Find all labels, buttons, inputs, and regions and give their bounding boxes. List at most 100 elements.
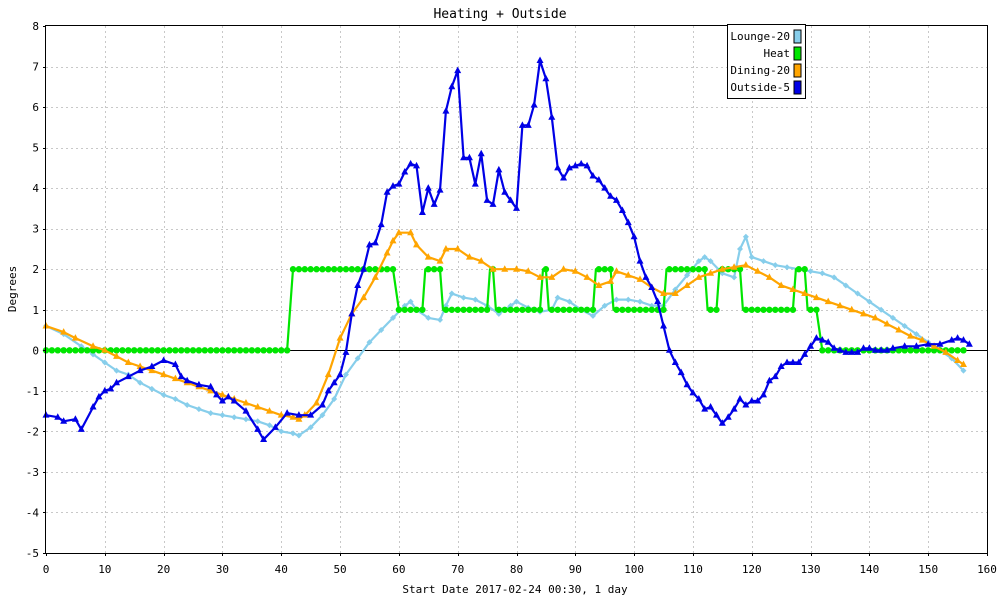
data-point xyxy=(618,206,626,213)
data-point xyxy=(448,306,456,313)
data-point xyxy=(789,306,797,313)
data-point xyxy=(360,265,368,272)
data-point xyxy=(354,281,362,288)
x-tick-label: 150 xyxy=(918,563,938,576)
data-point xyxy=(648,306,655,313)
data-point xyxy=(866,298,873,305)
data-point xyxy=(801,350,809,357)
data-point xyxy=(601,302,608,309)
data-point xyxy=(613,306,620,313)
data-point xyxy=(671,358,679,365)
data-point xyxy=(766,306,773,313)
data-point xyxy=(695,258,702,265)
data-point xyxy=(954,347,961,354)
data-point xyxy=(113,352,121,359)
data-point xyxy=(819,270,826,277)
data-point xyxy=(812,293,820,301)
data-point xyxy=(736,394,744,402)
x-axis-label: Start Date 2017-02-24 00:30, 1 day xyxy=(402,583,628,596)
data-point xyxy=(278,347,285,354)
data-point xyxy=(807,306,814,313)
data-point xyxy=(936,340,944,347)
legend-swatch xyxy=(793,46,802,61)
data-point xyxy=(407,298,414,305)
data-point xyxy=(854,348,862,355)
data-point xyxy=(383,188,391,195)
data-point xyxy=(683,266,691,273)
series-layer xyxy=(42,56,973,442)
data-point xyxy=(389,182,397,189)
y-tick-label: 6 xyxy=(32,101,39,114)
data-point xyxy=(366,339,373,346)
data-point xyxy=(671,289,679,297)
data-point xyxy=(148,366,156,374)
data-point xyxy=(907,332,915,339)
y-tick-label: 7 xyxy=(32,61,39,74)
data-point xyxy=(160,356,168,363)
y-tick-label: -2 xyxy=(26,425,39,438)
data-point xyxy=(501,306,508,313)
data-point xyxy=(213,347,220,354)
data-point xyxy=(918,336,926,343)
data-point xyxy=(613,296,620,303)
data-point xyxy=(784,264,791,271)
data-point xyxy=(442,244,450,252)
data-point xyxy=(307,424,314,431)
data-point xyxy=(113,367,120,374)
y-tick-label: 3 xyxy=(32,223,39,236)
data-point xyxy=(318,401,326,408)
data-point xyxy=(683,380,691,388)
data-point xyxy=(831,274,838,281)
data-point xyxy=(101,346,109,353)
data-point xyxy=(648,283,656,290)
data-point xyxy=(260,435,268,442)
data-point xyxy=(895,347,902,354)
data-point xyxy=(342,348,350,355)
legend-swatch xyxy=(793,29,802,44)
data-point xyxy=(471,180,479,187)
data-point xyxy=(289,266,297,273)
data-point xyxy=(154,347,161,354)
data-point xyxy=(465,253,473,260)
data-point xyxy=(801,289,809,297)
data-point xyxy=(336,334,344,341)
data-point xyxy=(331,395,338,402)
data-point xyxy=(260,347,267,354)
data-point xyxy=(60,328,68,335)
series-line xyxy=(46,268,964,352)
data-point xyxy=(530,306,538,313)
data-point xyxy=(201,347,208,354)
data-point xyxy=(730,263,738,270)
data-point xyxy=(436,186,444,193)
data-point xyxy=(960,367,967,374)
data-point xyxy=(707,258,714,265)
data-point xyxy=(554,163,562,171)
data-point xyxy=(377,220,385,228)
x-tick-label: 40 xyxy=(275,563,288,576)
data-point xyxy=(225,347,232,354)
legend-swatch xyxy=(793,80,802,95)
data-point xyxy=(290,430,297,437)
data-point xyxy=(642,273,650,280)
data-point xyxy=(554,306,561,313)
data-point xyxy=(536,306,544,313)
data-point xyxy=(77,425,85,432)
data-point xyxy=(713,306,720,313)
data-point xyxy=(478,306,485,313)
data-point xyxy=(636,257,644,264)
data-point xyxy=(413,161,421,169)
data-point xyxy=(254,403,262,410)
data-point xyxy=(336,370,344,378)
data-point xyxy=(437,316,444,323)
data-point xyxy=(242,407,250,414)
data-point xyxy=(901,322,908,329)
data-point xyxy=(777,362,785,370)
data-point xyxy=(307,266,314,273)
data-point xyxy=(571,161,579,169)
data-point xyxy=(425,266,432,273)
y-tick-label: 5 xyxy=(32,142,39,155)
chart-title: Heating + Outside xyxy=(433,7,566,22)
data-point xyxy=(425,314,432,321)
legend-label: Dining-20 xyxy=(730,64,790,77)
data-point xyxy=(513,306,520,313)
